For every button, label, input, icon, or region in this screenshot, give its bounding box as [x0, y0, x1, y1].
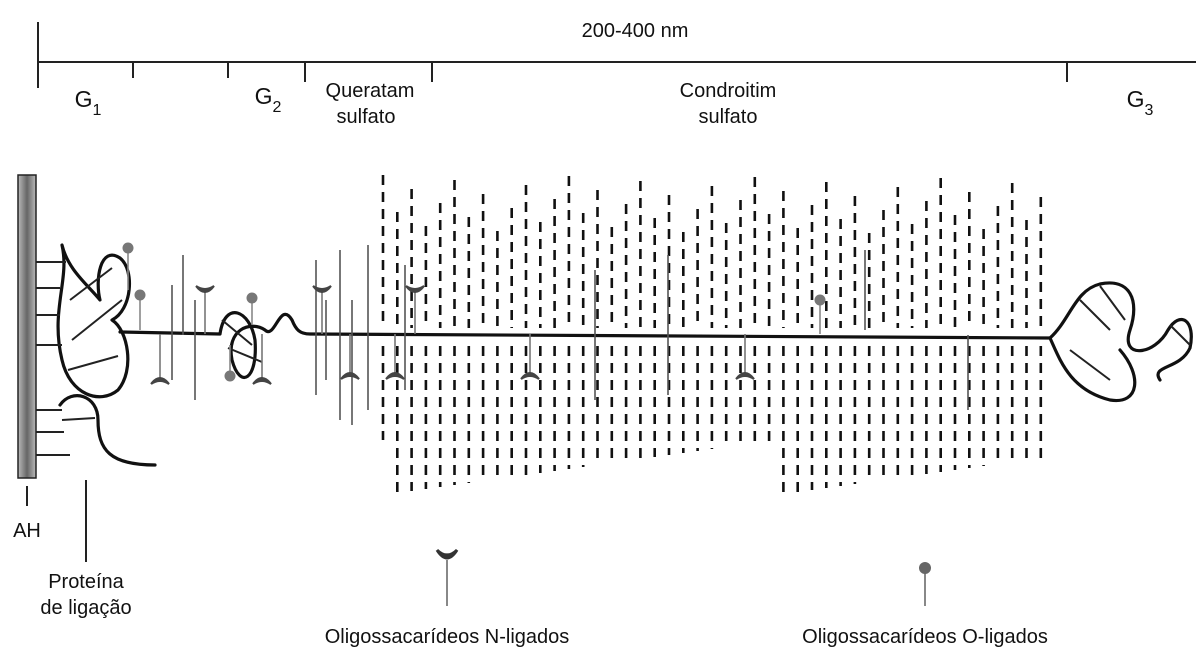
n-linked-oligosaccharide: [150, 377, 170, 385]
region-letter: G: [255, 83, 273, 109]
legend: Oligossacarídeos N-ligados Oligossacaríd…: [325, 548, 1048, 648]
o-linked-icon: [919, 562, 931, 574]
legend-label: Oligossacarídeos N-ligados: [325, 626, 570, 648]
region-letter: G: [1127, 86, 1145, 112]
scale-label: 200-400 nm: [582, 20, 689, 42]
n-linked-oligosaccharide: [385, 372, 405, 380]
n-linked-oligosaccharide: [195, 285, 215, 293]
n-linked-oligosaccharide: [252, 377, 272, 385]
g1-domain: [56, 243, 132, 399]
region-subscript: 3: [1144, 102, 1153, 119]
region-letter: G: [75, 86, 93, 112]
o-linked-oligosaccharide: [122, 242, 134, 254]
region-label: G3: [1127, 86, 1154, 119]
n-linked-oligosaccharide: [340, 372, 360, 380]
region-label: Condroitim: [680, 80, 777, 102]
n-linked-oligosaccharide: [735, 372, 755, 380]
region-subscript: 2: [272, 99, 281, 116]
hyaluronan: [17, 174, 37, 479]
legend-label: Oligossacarídeos O-ligados: [802, 626, 1048, 648]
ah-label: AH: [13, 520, 41, 542]
link-protein-label: Proteína: [48, 571, 124, 593]
link-bonds: [36, 409, 96, 456]
link-protein: [58, 394, 157, 467]
o-linked-oligosaccharide: [814, 294, 826, 306]
globular-domains: [36, 243, 1193, 467]
region-subscript: 1: [92, 102, 101, 119]
g1-bonds: [36, 261, 123, 371]
core-protein: [118, 281, 1193, 403]
region-label: G2: [255, 83, 282, 116]
region-label: G1: [75, 86, 102, 119]
n-linked-oligosaccharide: [405, 285, 425, 293]
n-linked-icon: [435, 548, 459, 560]
o-linked-oligosaccharide: [246, 292, 258, 304]
n-linked-oligosaccharide: [520, 372, 540, 380]
o-linked-oligosaccharide: [224, 370, 236, 382]
glycosaminoglycan-chains: [122, 175, 1043, 494]
region-label: sulfato: [699, 106, 758, 128]
domain-bonds: [221, 285, 1191, 381]
link-protein-label: de ligação: [40, 597, 131, 619]
region-label: Queratam: [326, 80, 415, 102]
n-linked-oligosaccharide: [312, 285, 332, 293]
scale: 200-400 nm: [37, 20, 1196, 88]
o-linked-oligosaccharide: [134, 289, 146, 301]
region-label: sulfato: [337, 106, 396, 128]
